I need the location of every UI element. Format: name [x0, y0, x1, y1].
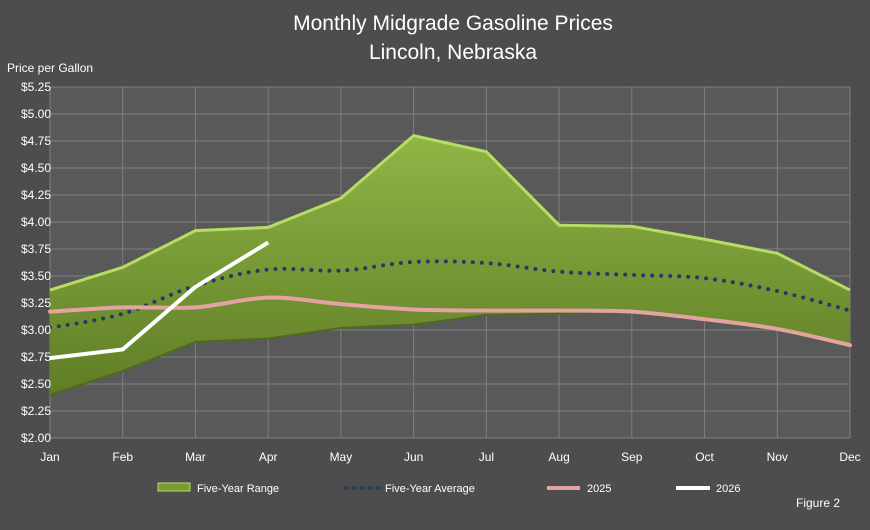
x-axis-ticks: Jan Feb Mar Apr May Jun Jul Aug Sep Oct Nov Dec	[40, 450, 860, 464]
y-tick-label: $5.25	[21, 80, 51, 94]
x-tick-label: Aug	[548, 450, 569, 464]
y-tick-label: $4.25	[21, 188, 51, 202]
legend-item-average: Five-Year Average	[344, 483, 475, 495]
line-2026	[49, 240, 270, 361]
y-tick-label: $3.25	[21, 296, 51, 310]
x-tick-label: Sep	[621, 450, 643, 464]
y-tick-label: $4.75	[21, 134, 51, 148]
five-year-average-line	[48, 259, 852, 330]
y-tick-label: $2.50	[21, 377, 51, 391]
legend-label-average: Five-Year Average	[385, 483, 475, 495]
x-tick-label: Jul	[479, 450, 494, 464]
x-tick-label: Feb	[112, 450, 133, 464]
y-tick-label: $2.25	[21, 404, 51, 418]
y-tick-label: $4.00	[21, 215, 51, 229]
legend-label-2025: 2025	[587, 483, 611, 495]
x-tick-label: May	[330, 450, 353, 464]
legend-swatch-range	[157, 482, 191, 492]
y-tick-label: $5.00	[21, 107, 51, 121]
x-tick-label: Oct	[695, 450, 714, 464]
chart-title: Monthly Midgrade Gasoline Prices	[293, 12, 613, 35]
y-axis-title: Price per Gallon	[7, 61, 93, 75]
y-tick-label: $3.50	[21, 269, 51, 283]
legend-label-range: Five-Year Range	[197, 483, 279, 495]
x-tick-label: Jun	[404, 450, 423, 464]
legend-label-2026: 2026	[716, 483, 740, 495]
y-tick-label: $3.00	[21, 323, 51, 337]
legend: Five-Year Range Five-Year Average 2025 2…	[157, 482, 740, 495]
legend-item-2026: 2026	[676, 483, 740, 495]
x-tick-label: Nov	[767, 450, 788, 464]
chart-subtitle: Lincoln, Nebraska	[369, 41, 537, 64]
range-high-edge	[49, 133, 851, 292]
line-2025	[48, 295, 852, 348]
figure-label: Figure 2	[796, 496, 840, 510]
y-tick-label: $2.75	[21, 350, 51, 364]
y-tick-label: $3.75	[21, 242, 51, 256]
range-fill	[50, 135, 850, 395]
y-axis-ticks: $2.00 $2.25 $2.50 $2.75 $3.00 $3.25 $3.50 $3.75…	[21, 80, 51, 445]
legend-item-range: Five-Year Range	[157, 482, 279, 495]
legend-item-2025: 2025	[547, 483, 611, 495]
x-tick-label: Apr	[259, 450, 278, 464]
series-lines	[48, 240, 852, 361]
y-tick-label: $4.50	[21, 161, 51, 175]
x-tick-label: Dec	[839, 450, 860, 464]
y-tick-label: $2.00	[21, 431, 51, 445]
x-tick-label: Jan	[40, 450, 59, 464]
x-tick-label: Mar	[185, 450, 206, 464]
